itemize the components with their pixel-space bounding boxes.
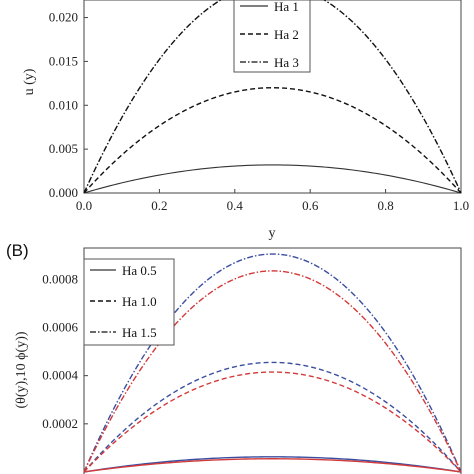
a-curve-1 [83, 164, 462, 194]
a-y-tick-label: 0.020 [49, 10, 78, 25]
b-curve-2 [83, 458, 462, 473]
a-y-tick-label: 0.015 [49, 53, 78, 68]
b-y-tick-label: 0.0006 [42, 319, 78, 334]
a-x-tick-label: 1.0 [453, 198, 469, 213]
b-y-tick-label: 0.0002 [42, 416, 78, 431]
b-curve-5 [83, 253, 462, 473]
a-y-tick-label: 0.005 [49, 141, 78, 156]
legend-b-label-1: Ha 0.5 [122, 263, 157, 278]
a-y-tick-label: 0.010 [49, 97, 78, 112]
panel-b-label: (B) [6, 241, 29, 260]
panel-a-frame [83, 0, 462, 194]
b-curve-1 [83, 456, 462, 473]
legend-a-label-1: Ha 1 [274, 0, 299, 14]
legend-b-label-3: Ha 1.5 [122, 325, 157, 340]
panel-b-y-ticks: 0.0002 0.0004 0.0006 0.0008 [42, 271, 88, 431]
a-x-tick-label: 0.4 [227, 198, 244, 213]
panel-b-legend: Ha 0.5 Ha 1.0 Ha 1.5 [83, 258, 175, 346]
a-curve-2 [83, 87, 462, 194]
panel-b-curves [83, 253, 462, 473]
b-y-tick-label: 0.0008 [42, 271, 78, 286]
panel-b-frame [83, 247, 462, 474]
b-y-tick-label: 0.0004 [42, 368, 78, 383]
b-curve-4 [83, 371, 462, 473]
a-x-tick-label: 0.8 [377, 198, 393, 213]
a-x-tick-label: 0.6 [302, 198, 319, 213]
a-x-tick-label: 0.0 [76, 198, 92, 213]
panel-a-curves [83, 0, 462, 194]
a-x-tick-label: 0.2 [151, 198, 167, 213]
panel-b-y-label: (θ(y),10 ϕ(y)) [14, 331, 29, 408]
legend-a-label-3: Ha 3 [274, 55, 299, 70]
a-curve-3 [83, 0, 462, 194]
panel-a-legend: Ha 1 Ha 2 Ha 3 [233, 0, 311, 73]
b-curve-6 [83, 270, 462, 473]
panel-a-y-label: u (y) [22, 68, 37, 95]
panel-a-x-ticks: 0.0 0.2 0.4 0.6 0.8 1.0 [76, 189, 469, 213]
legend-a-label-2: Ha 2 [274, 27, 299, 42]
panel-a-y-ticks: 0.000 0.005 0.010 0.015 0.020 [49, 10, 88, 200]
panel-a-x-label: y [269, 226, 276, 241]
legend-b-label-2: Ha 1.0 [122, 294, 157, 309]
a-y-tick-label: 0.000 [49, 185, 78, 200]
b-curve-3 [83, 361, 462, 473]
